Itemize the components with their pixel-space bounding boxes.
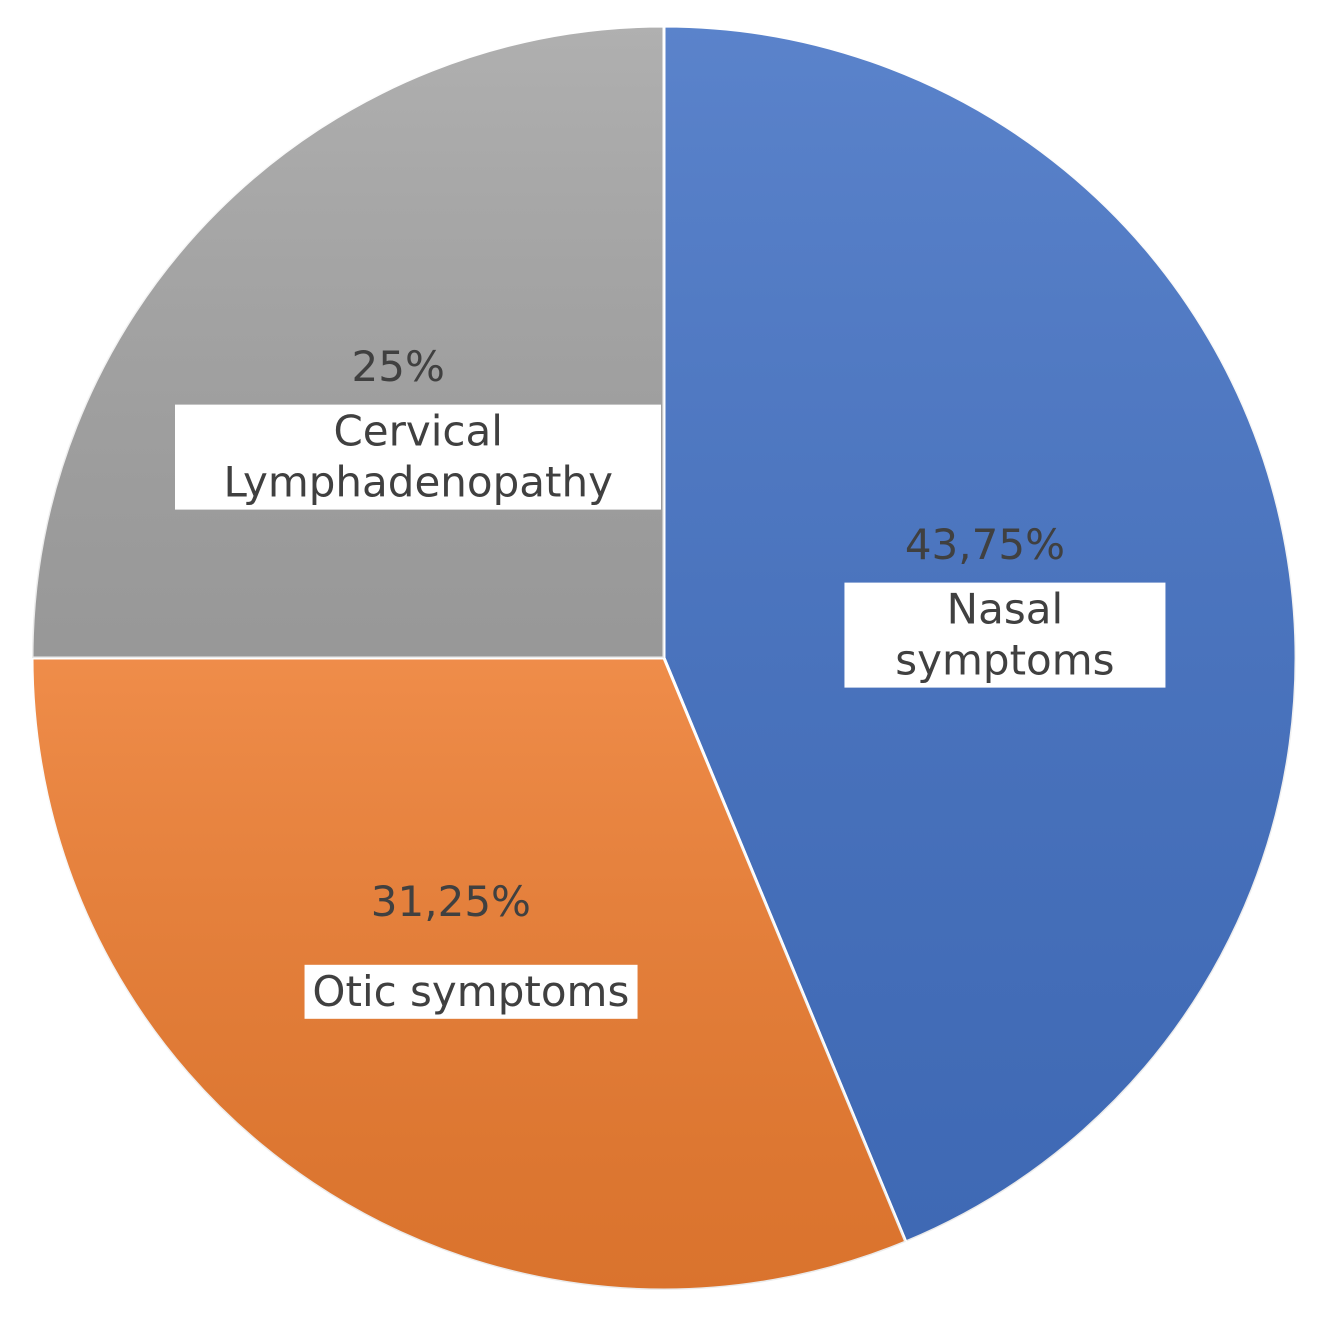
category-label: Otic symptoms: [304, 964, 638, 1020]
value-label: 25%: [351, 342, 445, 392]
value-label: 31,25%: [370, 876, 531, 926]
category-label: Nasal symptoms: [844, 582, 1166, 688]
slice-shade: [32, 26, 664, 658]
category-label: Cervical Lymphadenopathy: [175, 404, 662, 510]
value-label: 43,75%: [904, 519, 1065, 569]
